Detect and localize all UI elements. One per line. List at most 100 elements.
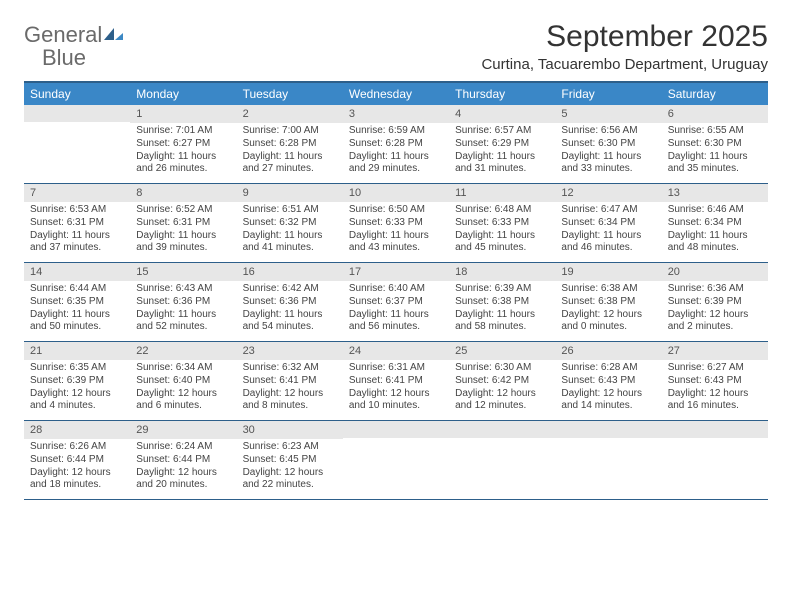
day-cell: 4Sunrise: 6:57 AMSunset: 6:29 PMDaylight…	[449, 105, 555, 183]
day-body: Sunrise: 7:00 AMSunset: 6:28 PMDaylight:…	[237, 123, 343, 180]
header: GeneralBlue September 2025 Curtina, Tacu…	[24, 20, 768, 73]
day-cell: 15Sunrise: 6:43 AMSunset: 6:36 PMDayligh…	[130, 263, 236, 341]
sunrise-line: Sunrise: 6:50 AM	[349, 204, 443, 217]
day-number: 12	[555, 184, 661, 202]
sunrise-line: Sunrise: 6:23 AM	[243, 441, 337, 454]
day-cell: 18Sunrise: 6:39 AMSunset: 6:38 PMDayligh…	[449, 263, 555, 341]
sunrise-line: Sunrise: 6:59 AM	[349, 125, 443, 138]
day-number	[343, 421, 449, 438]
day-body: Sunrise: 6:27 AMSunset: 6:43 PMDaylight:…	[662, 360, 768, 417]
sunset-line: Sunset: 6:32 PM	[243, 217, 337, 230]
sunset-line: Sunset: 6:31 PM	[136, 217, 230, 230]
day-cell	[343, 421, 449, 499]
day-number	[662, 421, 768, 438]
day-number: 10	[343, 184, 449, 202]
daylight-line: Daylight: 12 hours and 16 minutes.	[668, 388, 762, 414]
day-number: 7	[24, 184, 130, 202]
sunrise-line: Sunrise: 7:00 AM	[243, 125, 337, 138]
week-row: 28Sunrise: 6:26 AMSunset: 6:44 PMDayligh…	[24, 421, 768, 500]
day-number: 30	[237, 421, 343, 439]
day-body: Sunrise: 6:57 AMSunset: 6:29 PMDaylight:…	[449, 123, 555, 180]
sunset-line: Sunset: 6:40 PM	[136, 375, 230, 388]
day-cell: 27Sunrise: 6:27 AMSunset: 6:43 PMDayligh…	[662, 342, 768, 420]
sunset-line: Sunset: 6:34 PM	[561, 217, 655, 230]
daylight-line: Daylight: 11 hours and 50 minutes.	[30, 309, 124, 335]
day-number: 8	[130, 184, 236, 202]
day-body: Sunrise: 6:50 AMSunset: 6:33 PMDaylight:…	[343, 202, 449, 259]
sunset-line: Sunset: 6:28 PM	[349, 138, 443, 151]
sunset-line: Sunset: 6:31 PM	[30, 217, 124, 230]
day-number: 29	[130, 421, 236, 439]
day-body: Sunrise: 6:52 AMSunset: 6:31 PMDaylight:…	[130, 202, 236, 259]
logo-text-blue: Blue	[24, 45, 86, 70]
sunset-line: Sunset: 6:41 PM	[349, 375, 443, 388]
sunset-line: Sunset: 6:37 PM	[349, 296, 443, 309]
day-cell	[24, 105, 130, 183]
sunset-line: Sunset: 6:41 PM	[243, 375, 337, 388]
day-number: 11	[449, 184, 555, 202]
daylight-line: Daylight: 11 hours and 45 minutes.	[455, 230, 549, 256]
day-body: Sunrise: 6:28 AMSunset: 6:43 PMDaylight:…	[555, 360, 661, 417]
sunset-line: Sunset: 6:36 PM	[243, 296, 337, 309]
sunset-line: Sunset: 6:38 PM	[561, 296, 655, 309]
sunrise-line: Sunrise: 6:26 AM	[30, 441, 124, 454]
title-block: September 2025 Curtina, Tacuarembo Depar…	[481, 20, 768, 73]
daylight-line: Daylight: 11 hours and 29 minutes.	[349, 151, 443, 177]
week-row: 21Sunrise: 6:35 AMSunset: 6:39 PMDayligh…	[24, 342, 768, 421]
sunset-line: Sunset: 6:43 PM	[561, 375, 655, 388]
daylight-line: Daylight: 11 hours and 58 minutes.	[455, 309, 549, 335]
sunrise-line: Sunrise: 6:35 AM	[30, 362, 124, 375]
day-number: 16	[237, 263, 343, 281]
day-body: Sunrise: 6:55 AMSunset: 6:30 PMDaylight:…	[662, 123, 768, 180]
day-number	[24, 105, 130, 122]
day-body: Sunrise: 6:36 AMSunset: 6:39 PMDaylight:…	[662, 281, 768, 338]
dow-cell: Friday	[555, 83, 661, 105]
sunrise-line: Sunrise: 6:32 AM	[243, 362, 337, 375]
sunrise-line: Sunrise: 6:28 AM	[561, 362, 655, 375]
day-cell	[662, 421, 768, 499]
day-cell: 25Sunrise: 6:30 AMSunset: 6:42 PMDayligh…	[449, 342, 555, 420]
day-number: 19	[555, 263, 661, 281]
daylight-line: Daylight: 11 hours and 37 minutes.	[30, 230, 124, 256]
day-number: 2	[237, 105, 343, 123]
day-body: Sunrise: 6:46 AMSunset: 6:34 PMDaylight:…	[662, 202, 768, 259]
sunrise-line: Sunrise: 6:51 AM	[243, 204, 337, 217]
day-body: Sunrise: 6:56 AMSunset: 6:30 PMDaylight:…	[555, 123, 661, 180]
day-body: Sunrise: 7:01 AMSunset: 6:27 PMDaylight:…	[130, 123, 236, 180]
daylight-line: Daylight: 12 hours and 22 minutes.	[243, 467, 337, 493]
sunset-line: Sunset: 6:44 PM	[136, 454, 230, 467]
daylight-line: Daylight: 12 hours and 10 minutes.	[349, 388, 443, 414]
sunset-line: Sunset: 6:29 PM	[455, 138, 549, 151]
daylight-line: Daylight: 12 hours and 4 minutes.	[30, 388, 124, 414]
day-number: 9	[237, 184, 343, 202]
day-body: Sunrise: 6:35 AMSunset: 6:39 PMDaylight:…	[24, 360, 130, 417]
sunrise-line: Sunrise: 6:47 AM	[561, 204, 655, 217]
day-cell: 19Sunrise: 6:38 AMSunset: 6:38 PMDayligh…	[555, 263, 661, 341]
day-number: 22	[130, 342, 236, 360]
day-body: Sunrise: 6:44 AMSunset: 6:35 PMDaylight:…	[24, 281, 130, 338]
day-cell: 1Sunrise: 7:01 AMSunset: 6:27 PMDaylight…	[130, 105, 236, 183]
logo-text-gray: General	[24, 22, 102, 47]
sunrise-line: Sunrise: 6:56 AM	[561, 125, 655, 138]
sunset-line: Sunset: 6:39 PM	[30, 375, 124, 388]
day-number: 24	[343, 342, 449, 360]
daylight-line: Daylight: 12 hours and 12 minutes.	[455, 388, 549, 414]
logo: GeneralBlue	[24, 20, 124, 70]
day-number: 21	[24, 342, 130, 360]
daylight-line: Daylight: 11 hours and 52 minutes.	[136, 309, 230, 335]
sunset-line: Sunset: 6:27 PM	[136, 138, 230, 151]
daylight-line: Daylight: 11 hours and 56 minutes.	[349, 309, 443, 335]
sunset-line: Sunset: 6:30 PM	[561, 138, 655, 151]
day-body: Sunrise: 6:51 AMSunset: 6:32 PMDaylight:…	[237, 202, 343, 259]
logo-sail-icon	[102, 26, 124, 47]
day-cell: 13Sunrise: 6:46 AMSunset: 6:34 PMDayligh…	[662, 184, 768, 262]
daylight-line: Daylight: 12 hours and 20 minutes.	[136, 467, 230, 493]
day-number: 25	[449, 342, 555, 360]
day-body: Sunrise: 6:24 AMSunset: 6:44 PMDaylight:…	[130, 439, 236, 496]
day-number: 17	[343, 263, 449, 281]
day-cell: 5Sunrise: 6:56 AMSunset: 6:30 PMDaylight…	[555, 105, 661, 183]
daylight-line: Daylight: 11 hours and 31 minutes.	[455, 151, 549, 177]
day-number: 1	[130, 105, 236, 123]
sunset-line: Sunset: 6:35 PM	[30, 296, 124, 309]
week-row: 7Sunrise: 6:53 AMSunset: 6:31 PMDaylight…	[24, 184, 768, 263]
